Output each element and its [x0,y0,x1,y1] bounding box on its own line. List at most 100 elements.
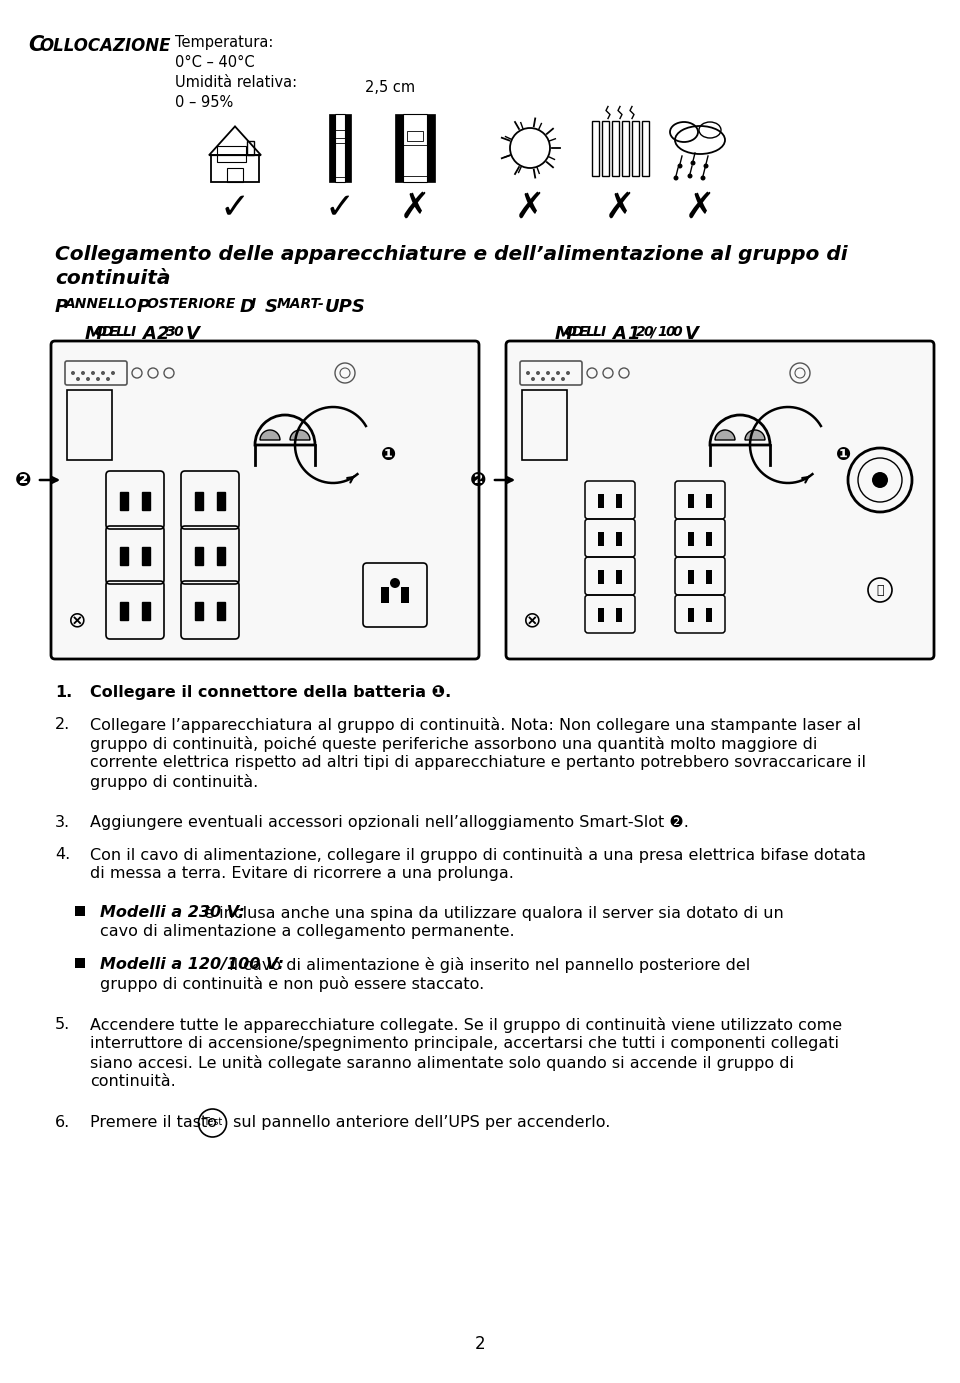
Bar [688,570,694,584]
Text: D: D [102,325,113,339]
Circle shape [678,163,683,169]
Circle shape [91,371,95,375]
Text: 2: 2 [636,325,646,339]
Bar [522,390,567,461]
Text: V: V [185,325,200,343]
Text: C: C [28,35,43,55]
Text: ✗: ✗ [684,191,715,225]
Text: UPS: UPS [325,297,366,315]
Text: 5.: 5. [55,1017,70,1032]
Text: Collegare il connettore della batteria ❶.: Collegare il connettore della batteria ❶… [90,685,451,700]
Bar [598,570,604,584]
Bar [217,602,225,620]
Bar [334,142,346,177]
Text: Accendere tutte le apparecchiature collegate. Se il gruppo di continuità viene u: Accendere tutte le apparecchiature colle… [90,1017,842,1033]
Circle shape [526,371,530,375]
Circle shape [690,160,695,166]
Text: Temperatura:: Temperatura: [175,35,274,50]
Circle shape [551,378,555,380]
Bar [217,145,246,162]
Bar [706,532,712,546]
Bar [407,131,423,141]
Text: sul pannello anteriore dell’UPS per accenderlo.: sul pannello anteriore dell’UPS per acce… [228,1115,611,1130]
Bar [598,494,604,508]
Bar [621,120,629,176]
Circle shape [101,371,105,375]
Circle shape [704,163,708,169]
Text: A: A [612,325,627,343]
Bar [211,155,259,181]
Text: 1.: 1. [55,685,72,700]
Text: O: O [94,325,107,339]
Text: I: I [251,297,261,311]
Bar [632,120,638,176]
Text: 2.: 2. [55,716,70,732]
Text: Collegamento delle apparecchiature e dell’alimentazione al gruppo di: Collegamento delle apparecchiature e del… [55,245,848,264]
Circle shape [687,173,692,178]
Wedge shape [260,430,280,440]
Text: Con il cavo di alimentazione, collegare il gruppo di continuità a una presa elet: Con il cavo di alimentazione, collegare … [90,846,866,863]
Bar [427,113,435,183]
Text: Aggiungere eventuali accessori opzionali nell’alloggiamento Smart-Slot ❷.: Aggiungere eventuali accessori opzionali… [90,815,689,830]
Text: E: E [579,325,588,339]
FancyBboxPatch shape [51,342,479,660]
Text: Test: Test [203,1117,222,1127]
Bar [329,113,335,183]
Bar [688,532,694,546]
Text: L: L [593,325,602,339]
Bar [688,609,694,622]
Circle shape [71,371,75,375]
Text: M: M [85,325,103,343]
Circle shape [106,378,110,380]
Wedge shape [745,430,765,440]
Bar [120,492,128,510]
Text: OLLOCAZIONE: OLLOCAZIONE [39,37,171,55]
Text: ✓: ✓ [324,191,355,225]
Bar [395,113,403,183]
Text: ✗: ✗ [515,191,545,225]
Bar [616,494,622,508]
Bar [142,602,150,620]
Bar [67,390,112,461]
Circle shape [556,371,560,375]
Text: gruppo di continuità.: gruppo di continuità. [90,774,258,790]
Text: 1: 1 [627,325,639,343]
Bar [612,120,618,176]
Text: 0: 0 [672,325,682,339]
Circle shape [546,371,550,375]
Text: L: L [586,325,595,339]
Text: 3.: 3. [55,815,70,830]
Text: V: V [684,325,698,343]
Text: P: P [55,297,68,315]
Circle shape [531,378,535,380]
Text: il cavo di alimentazione è già inserito nel pannello posteriore del: il cavo di alimentazione è già inserito … [224,957,751,974]
Bar [706,494,712,508]
Text: ❶: ❶ [381,445,396,465]
Text: 3: 3 [166,325,176,339]
Circle shape [96,378,100,380]
Text: 0 – 95%: 0 – 95% [175,95,233,111]
Text: A: A [142,325,156,343]
Circle shape [390,578,400,588]
Text: D: D [571,325,583,339]
Bar [75,906,85,916]
Bar [616,570,622,584]
Bar [591,120,598,176]
Text: 2: 2 [474,1335,486,1353]
Text: S: S [265,297,278,315]
Text: L: L [116,325,125,339]
Bar [217,548,225,566]
Text: 2,5 cm: 2,5 cm [365,80,415,95]
Wedge shape [290,430,310,440]
Text: ANNELLO: ANNELLO [65,297,142,311]
Text: E: E [108,325,118,339]
Text: ⊗: ⊗ [522,610,541,631]
Circle shape [541,378,545,380]
Text: M: M [555,325,573,343]
Circle shape [86,378,90,380]
Text: ❶: ❶ [836,445,852,465]
Bar [598,532,604,546]
Wedge shape [715,430,735,440]
Text: cavo di alimentazione a collegamento permanente.: cavo di alimentazione a collegamento per… [100,924,515,939]
Bar [120,548,128,566]
